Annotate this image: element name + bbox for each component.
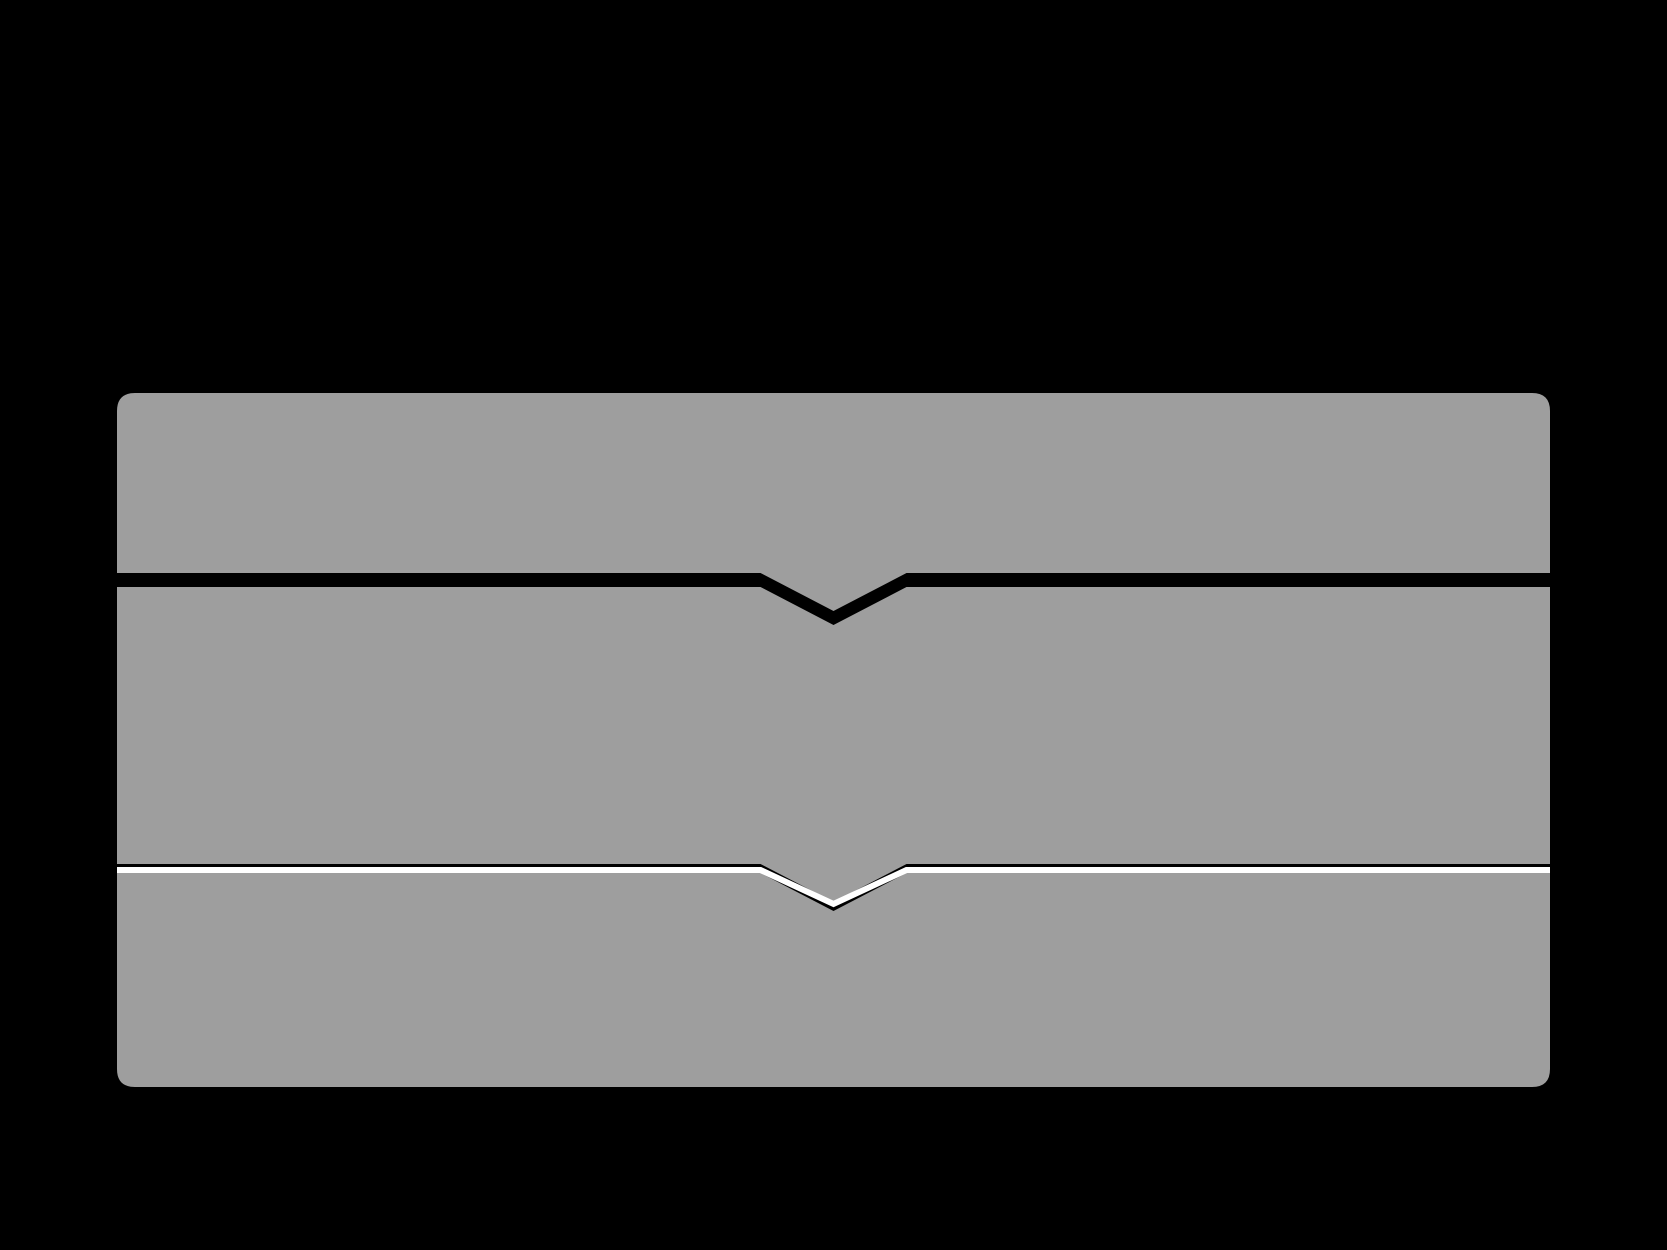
diagram-svg	[0, 0, 1667, 1250]
panel-2	[117, 587, 1550, 902]
diagram-stage	[0, 0, 1667, 1250]
